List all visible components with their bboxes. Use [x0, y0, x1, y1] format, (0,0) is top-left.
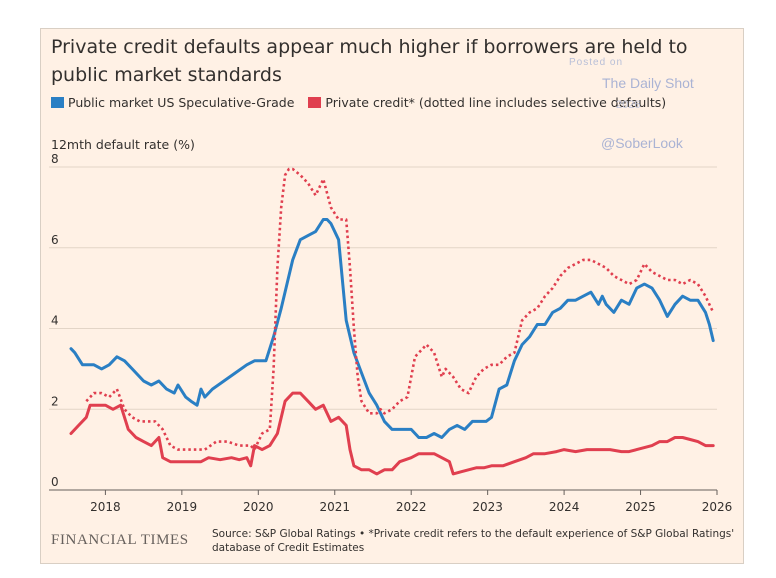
y-tick-label: 0 — [51, 475, 59, 489]
x-tick-label: 2025 — [625, 500, 656, 514]
series-line-private-credit — [69, 391, 715, 476]
y-tick-label: 4 — [51, 314, 59, 328]
chart-title: Private credit defaults appear much high… — [51, 36, 688, 86]
x-tick-label: 2024 — [549, 500, 580, 514]
ft-logo: FINANCIAL TIMES — [51, 532, 189, 548]
x-tick-label: 2022 — [396, 500, 427, 514]
x-tick-label: 2026 — [702, 500, 733, 514]
source-note: Source: S&P Global Ratings • *Private cr… — [212, 528, 735, 554]
series-line-private-credit-selective — [85, 167, 715, 451]
legend-label-private: Private credit* (dotted line includes se… — [325, 95, 667, 110]
watermark-publisher: The Daily Shot — [602, 75, 694, 91]
watermark-posted: Posted on — [569, 57, 624, 68]
watermark-date: 2026 — [616, 99, 641, 111]
y-tick-label: 8 — [51, 152, 59, 166]
x-tick-label: 2023 — [472, 500, 503, 514]
y-tick-label: 2 — [51, 394, 59, 408]
x-tick-label: 2018 — [90, 500, 121, 514]
watermark-handle: @SoberLook — [601, 135, 683, 151]
x-tick-label: 2020 — [243, 500, 274, 514]
legend-swatch-private — [308, 97, 322, 108]
series-line-public-market — [69, 218, 715, 439]
y-axis-label: 12mth default rate (%) — [51, 137, 195, 152]
x-tick-label: 2021 — [319, 500, 350, 514]
y-tick-label: 6 — [51, 233, 59, 247]
legend-item-private: Private credit* (dotted line includes se… — [308, 95, 666, 110]
x-tick-label: 2019 — [167, 500, 198, 514]
line-chart: 0 2 4 6 8 2018 2019 2020 2021 2022 2023 2024 2025 202… — [49, 152, 733, 514]
legend-item-public: Public market US Speculative-Grade — [51, 95, 294, 110]
legend-swatch-public — [51, 97, 64, 108]
legend: Public market US Speculative-Grade Priva… — [51, 95, 680, 110]
chart-card: Private credit defaults appear much high… — [40, 28, 744, 564]
legend-label-public: Public market US Speculative-Grade — [68, 95, 295, 110]
